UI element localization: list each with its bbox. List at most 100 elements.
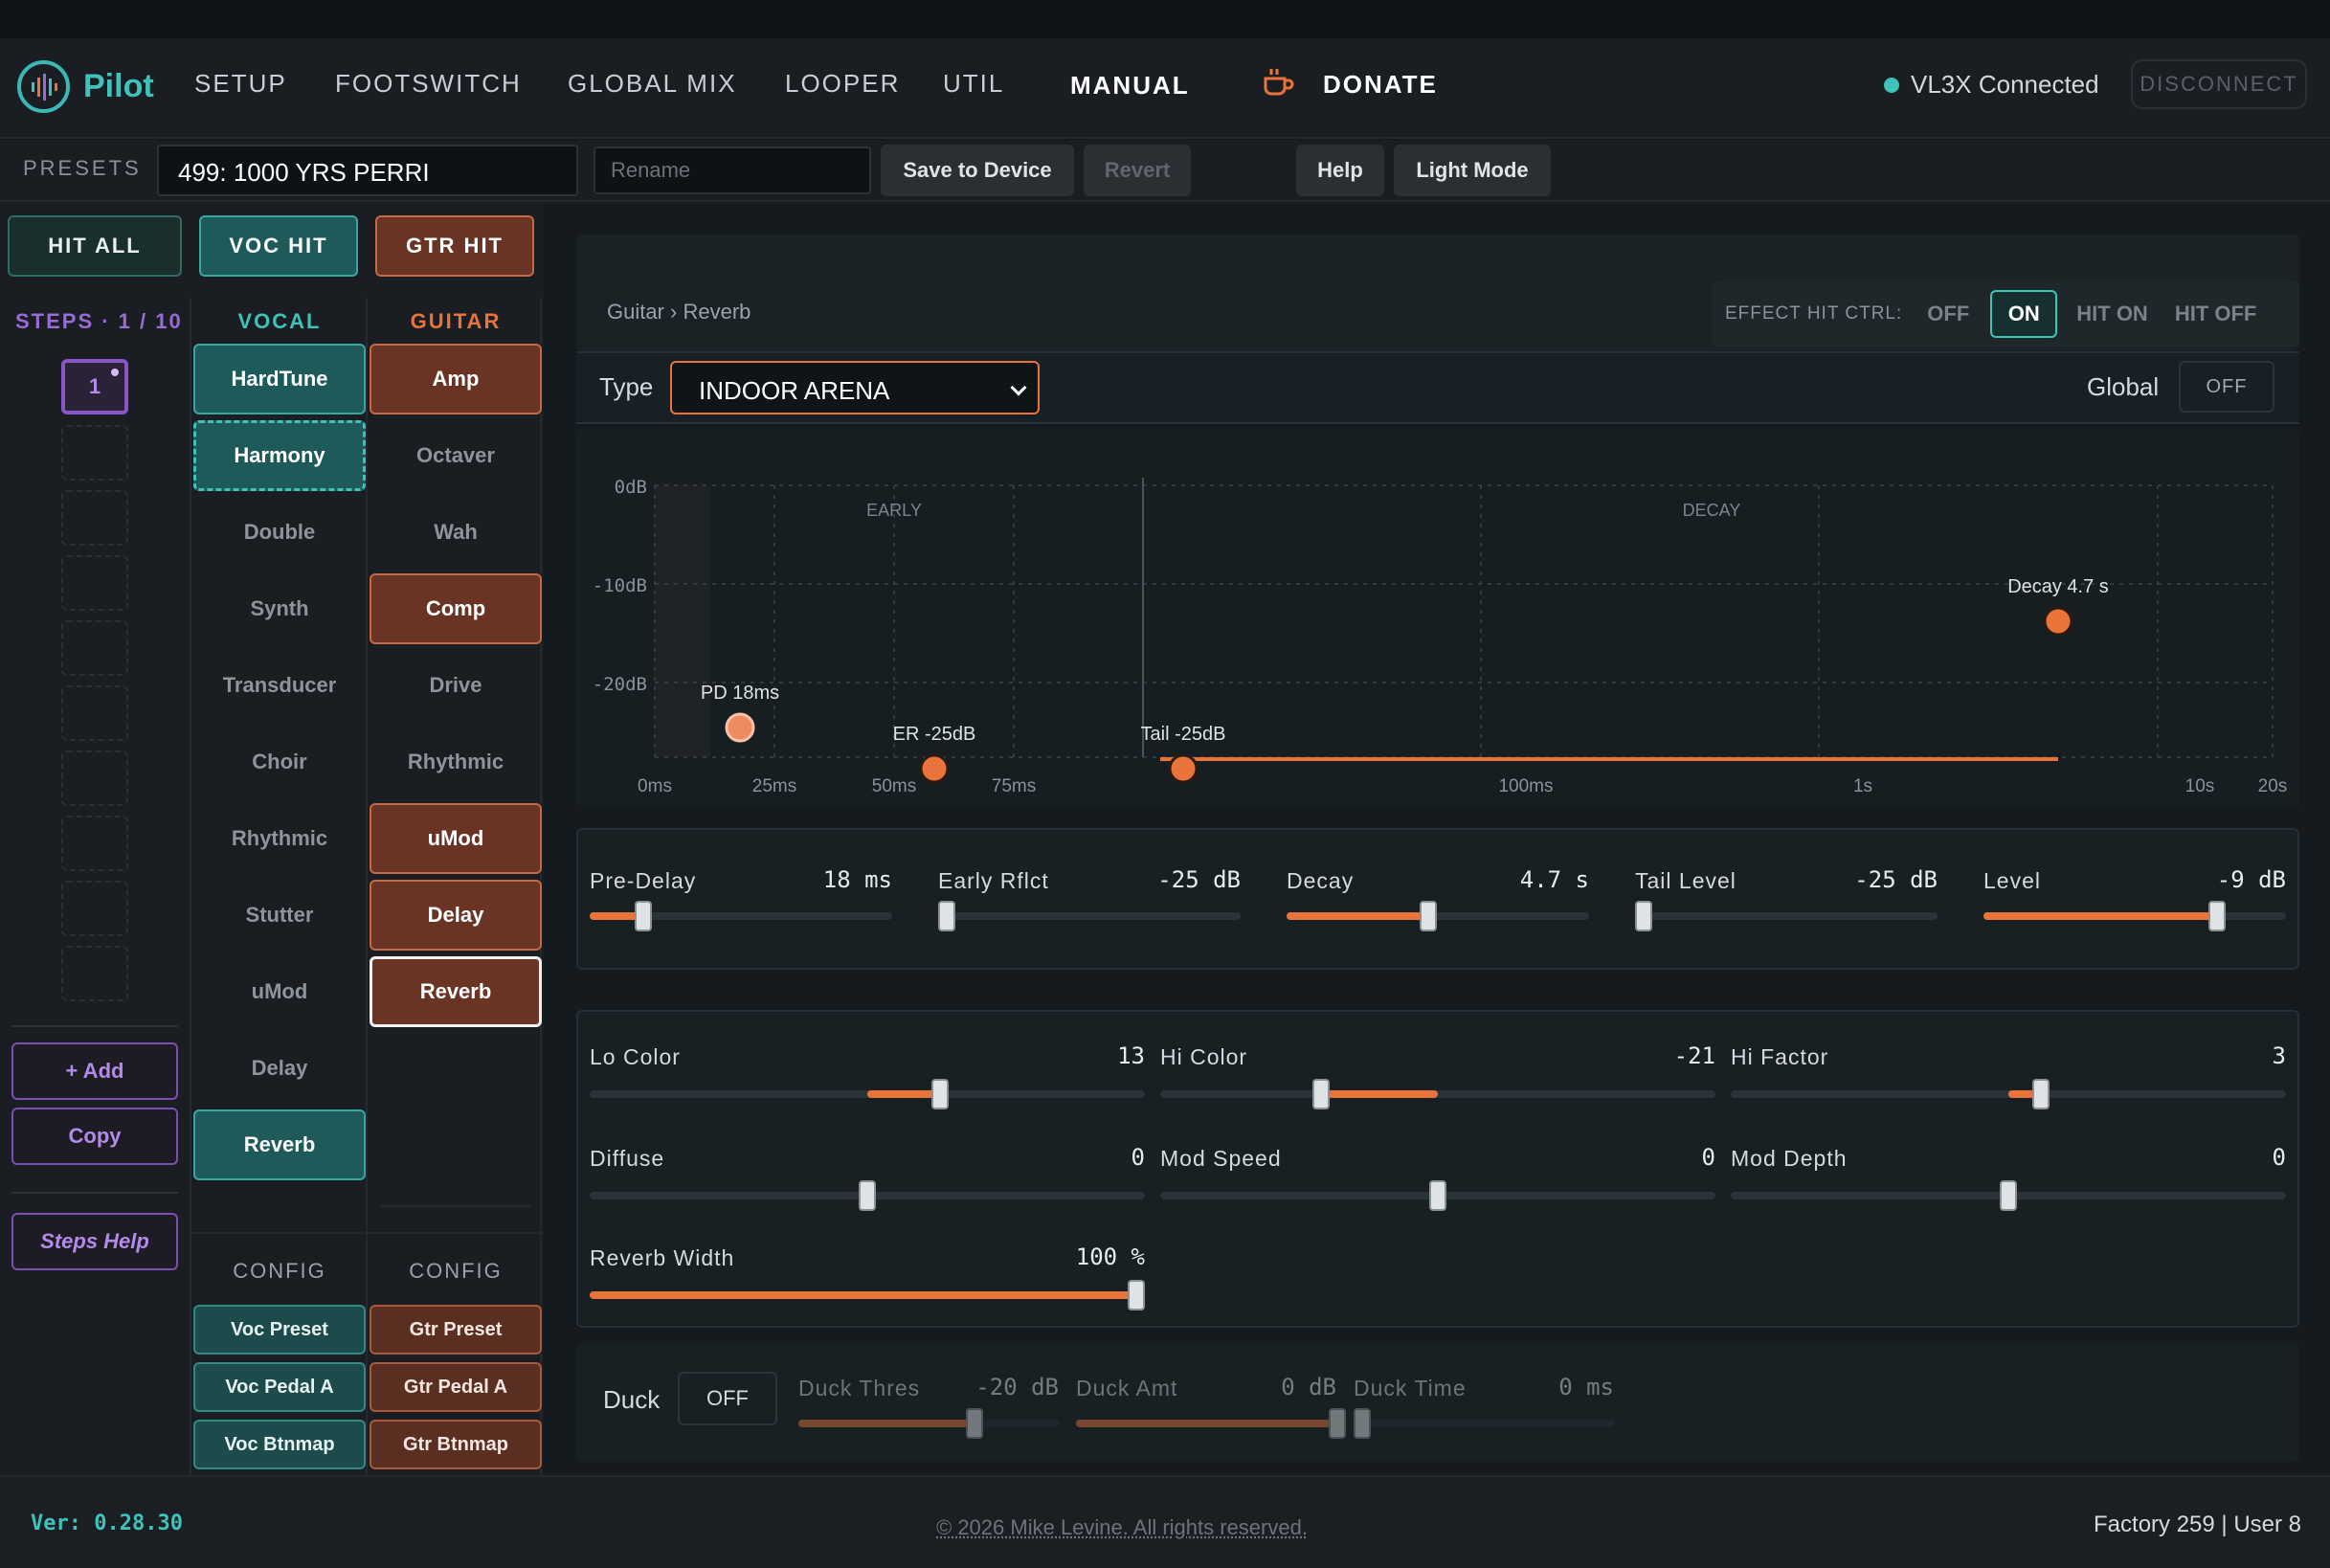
slider-thumb[interactable] [966,1408,983,1439]
preset-selector[interactable]: 499: 1000 YRS PERRI [157,145,578,196]
nav-footswitch[interactable]: FOOTSWITCH [335,69,522,98]
slider-thumb[interactable] [931,1079,949,1109]
predelay-handle[interactable] [725,712,755,743]
guitar-fx-drive[interactable]: Drive [429,673,482,697]
slider-thumb[interactable] [1329,1408,1346,1439]
diffuse-slider[interactable]: Diffuse 0 [590,1136,1145,1211]
guitar-fx-umod[interactable]: uMod [370,803,542,874]
pre-delay-slider[interactable]: Pre-Delay 18 ms [590,859,892,945]
copy-step-button[interactable]: Copy [11,1108,178,1165]
level-slider[interactable]: Level -9 dB [1983,859,2286,945]
duck-toggle[interactable]: OFF [678,1372,777,1425]
slider-thumb[interactable] [2208,901,2226,931]
app-logo[interactable]: Pilot [17,60,154,113]
step-slot[interactable] [61,946,128,1001]
lo-color-slider[interactable]: Lo Color 13 [590,1035,1145,1109]
disconnect-button[interactable]: DISCONNECT [2131,59,2307,109]
guitar-fx-comp[interactable]: Comp [370,573,542,644]
step-slot[interactable] [61,490,128,546]
slider-thumb[interactable] [2000,1180,2017,1211]
decay-handle[interactable] [2043,606,2073,637]
guitar-fx-octaver[interactable]: Octaver [416,443,495,467]
duck-amt-slider[interactable]: Duck Amt 0 dB [1076,1374,1346,1443]
save-to-device-button[interactable]: Save to Device [881,145,1074,196]
duck-time-slider[interactable]: Duck Time 0 ms [1354,1374,1614,1443]
slider-thumb[interactable] [1635,901,1652,931]
duck-thres-slider[interactable]: Duck Thres -20 dB [798,1374,1059,1443]
step-slot[interactable] [61,881,128,936]
tail-handle[interactable] [1168,753,1199,784]
vocal-fx-transducer[interactable]: Transducer [222,673,337,697]
guitar-fx-amp[interactable]: Amp [370,344,542,414]
hi-factor-slider[interactable]: Hi Factor 3 [1731,1035,2286,1109]
vocal-fx-double[interactable]: Double [243,520,316,544]
vocal-fx-reverb[interactable]: Reverb [193,1109,366,1180]
vocal-fx-synth[interactable]: Synth [250,596,309,620]
slider-thumb[interactable] [938,901,955,931]
early-rflct-slider[interactable]: Early Rflct -25 dB [938,859,1241,945]
slider-thumb[interactable] [1312,1079,1330,1109]
vocal-fx-choir[interactable]: Choir [252,750,307,773]
revert-button[interactable]: Revert [1084,145,1191,196]
hi-color-slider[interactable]: Hi Color -21 [1160,1035,1715,1109]
guitar-fx-wah[interactable]: Wah [434,520,478,544]
mod-depth-slider[interactable]: Mod Depth 0 [1731,1136,2286,1211]
slider-thumb[interactable] [635,901,652,931]
vocal-fx-hardtune[interactable]: HardTune [193,344,366,414]
step-1[interactable]: 1 [61,359,128,414]
vocal-fx-delay[interactable]: Delay [251,1056,308,1080]
gtr-pedal-a-button[interactable]: Gtr Pedal A [370,1362,542,1412]
slider-thumb[interactable] [1429,1180,1446,1211]
gtr-btnmap-button[interactable]: Gtr Btnmap [370,1420,542,1469]
vocal-fx-stutter[interactable]: Stutter [245,903,314,927]
step-slot[interactable] [61,685,128,741]
slider-thumb[interactable] [1128,1280,1145,1310]
voc-hit-button[interactable]: VOC HIT [199,215,358,277]
nav-looper[interactable]: LOOPER [785,69,901,98]
voc-preset-button[interactable]: Voc Preset [193,1305,366,1355]
hit-ctrl-hit-on[interactable]: HIT ON [2076,302,2148,325]
vocal-fx-umod[interactable]: uMod [251,979,308,1003]
nav-setup[interactable]: SETUP [194,69,287,98]
step-slot[interactable] [61,816,128,871]
slider-thumb[interactable] [2032,1079,2050,1109]
slider-thumb[interactable] [1354,1408,1371,1439]
step-slot[interactable] [61,620,128,676]
vocal-fx-rhythmic[interactable]: Rhythmic [231,826,328,850]
nav-global-mix[interactable]: GLOBAL MIX [568,69,737,98]
nav-util[interactable]: UTIL [943,69,1005,98]
guitar-fx-rhythmic[interactable]: Rhythmic [407,750,504,773]
nav-manual[interactable]: MANUAL [1070,71,1190,100]
hit-ctrl-off[interactable]: OFF [1927,302,1970,325]
param-label: Tail Level [1635,868,1736,893]
rename-input[interactable] [594,146,871,194]
help-button[interactable]: Help [1296,145,1384,196]
copyright-link[interactable]: © 2026 Mike Levine. All rights reserved. [936,1515,1308,1539]
steps-help-button[interactable]: Steps Help [11,1213,178,1270]
slider-thumb[interactable] [859,1180,876,1211]
hit-ctrl-on[interactable]: ON [1990,290,2058,338]
gtr-hit-button[interactable]: GTR HIT [375,215,534,277]
vocal-fx-harmony[interactable]: Harmony [193,420,366,491]
hit-ctrl-hit-off[interactable]: HIT OFF [2174,302,2257,325]
early-reflections-handle[interactable] [919,753,950,784]
voc-btnmap-button[interactable]: Voc Btnmap [193,1420,366,1469]
type-select[interactable]: INDOOR ARENA [670,361,1040,414]
global-toggle[interactable]: OFF [2179,361,2274,413]
donate-link[interactable]: DONATE [1262,67,1438,102]
tail-level-slider[interactable]: Tail Level -25 dB [1635,859,1938,945]
add-step-button[interactable]: + Add [11,1042,178,1100]
hit-all-button[interactable]: HIT ALL [8,215,182,277]
light-mode-button[interactable]: Light Mode [1394,145,1551,196]
voc-pedal-a-button[interactable]: Voc Pedal A [193,1362,366,1412]
decay-slider[interactable]: Decay 4.7 s [1287,859,1589,945]
slider-thumb[interactable] [1420,901,1437,931]
step-slot[interactable] [61,555,128,611]
reverb-width-slider[interactable]: Reverb Width 100 % [590,1236,1145,1310]
mod-speed-slider[interactable]: Mod Speed 0 [1160,1136,1715,1211]
guitar-fx-delay[interactable]: Delay [370,880,542,951]
step-slot[interactable] [61,750,128,806]
gtr-preset-button[interactable]: Gtr Preset [370,1305,542,1355]
guitar-fx-reverb[interactable]: Reverb [370,956,542,1027]
step-slot[interactable] [61,425,128,481]
